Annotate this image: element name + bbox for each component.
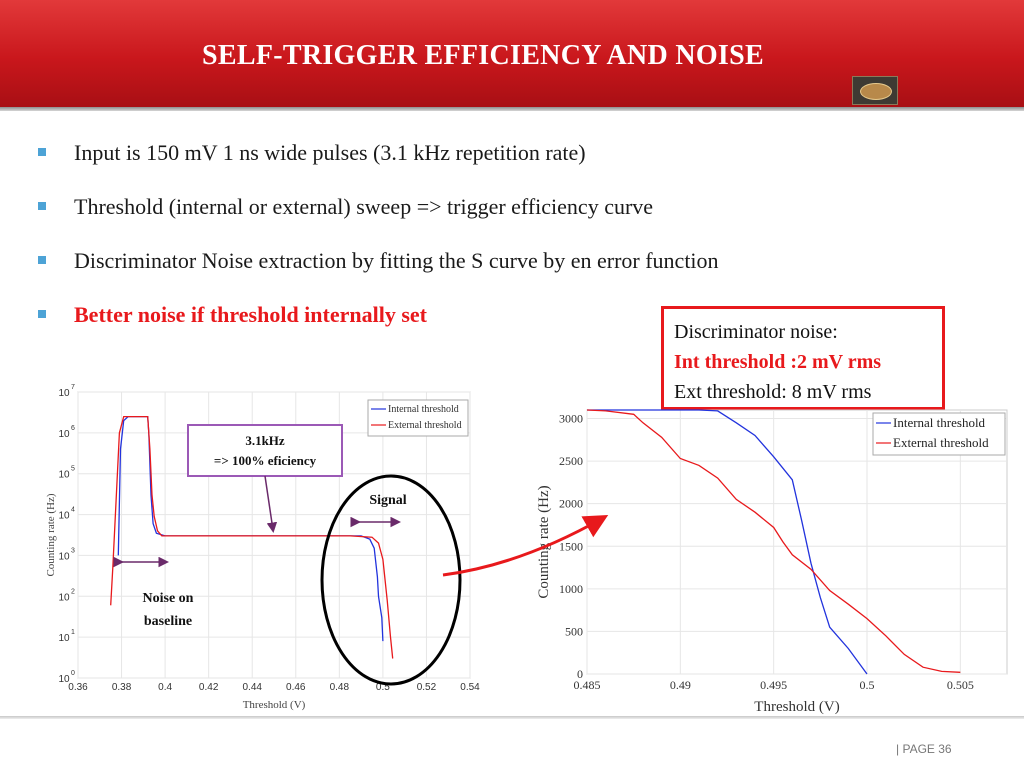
y-tick-exponent: 6 [71, 425, 75, 432]
x-tick-label: 0.36 [68, 682, 88, 693]
x-tick-label: 0.5 [376, 682, 390, 693]
x-tick-label: 0.54 [460, 682, 480, 693]
legend [367, 399, 469, 437]
y-tick-exponent: 4 [71, 507, 75, 514]
x-tick-label: 0.4 [158, 682, 172, 693]
noise-box-external: Ext threshold: 8 mV rms [674, 381, 872, 403]
bullet-text: Threshold (internal or external) sweep =… [74, 194, 654, 219]
x-axis-label: Threshold (V) [754, 699, 839, 715]
lab-logo [852, 76, 898, 105]
y-tick-label: 2500 [559, 454, 583, 468]
logo-emblem-icon [860, 83, 892, 100]
bullet-text: Discriminator Noise extraction by fittin… [74, 248, 719, 273]
y-tick-label: 500 [565, 624, 583, 638]
noise-summary-box: Discriminator noise: Int threshold :2 mV… [661, 306, 945, 410]
y-tick-label: 10 [58, 511, 70, 522]
legend-label-internal: Internal threshold [893, 415, 986, 430]
log-scale-chart: 0.36 0.38 0.4 0.42 0.44 0.46 0.48 0.5 0.52 0.54 1… [45, 384, 480, 711]
y-axis-label: Counting rate (Hz) [45, 493, 57, 576]
bullet-item: Discriminator Noise extraction by fittin… [38, 248, 719, 302]
bullet-text: Better noise if threshold internally set [74, 302, 427, 327]
y-tick-label: 10 [58, 674, 70, 685]
series-line-internal [587, 409, 868, 675]
bullet-item: Input is 150 mV 1 ns wide pulses (3.1 kH… [38, 140, 719, 194]
noise-box-line: Discriminator noise: [674, 321, 838, 343]
x-tick-label: 0.52 [417, 682, 437, 693]
y-tick-exponent: 7 [71, 384, 75, 391]
y-tick-label: 10 [58, 592, 70, 603]
bullet-square-icon [38, 256, 46, 264]
legend-label-external: External threshold [388, 420, 462, 431]
series-group [586, 409, 961, 675]
bullet-item: Threshold (internal or external) sweep =… [38, 194, 719, 248]
x-tick-label: 0.505 [947, 678, 974, 692]
noise-box-internal: Int threshold :2 mV rms [674, 351, 882, 373]
bullet-square-icon [38, 310, 46, 318]
x-axis-ticks: 0.485 0.49 0.495 0.5 0.505 [574, 678, 974, 692]
y-tick-exponent: 2 [71, 588, 75, 595]
y-tick-exponent: 5 [71, 466, 75, 473]
y-tick-label: 0 [577, 667, 583, 681]
x-tick-label: 0.5 [860, 678, 875, 692]
page-number: | PAGE 36 [896, 742, 952, 756]
y-tick-exponent: 3 [71, 547, 75, 554]
y-tick-label: 10 [58, 470, 70, 481]
bullet-square-icon [38, 202, 46, 210]
y-tick-label: 3000 [559, 412, 583, 426]
bullet-list: Input is 150 mV 1 ns wide pulses (3.1 kH… [38, 140, 719, 356]
linear-zoom-chart: 0.485 0.49 0.495 0.5 0.505 0 500 1000 1500 2000 2… [536, 409, 1008, 715]
y-tick-label: 10 [58, 551, 70, 562]
legend [872, 412, 1006, 456]
page-title: SELF-TRIGGER EFFICIENCY AND NOISE [202, 40, 764, 71]
x-tick-label: 0.44 [242, 682, 262, 693]
x-axis-label: Threshold (V) [243, 699, 306, 711]
y-tick-exponent: 0 [71, 670, 75, 677]
x-tick-label: 0.46 [286, 682, 306, 693]
grid [586, 410, 1007, 675]
x-tick-label: 0.49 [670, 678, 691, 692]
y-tick-label: 10 [58, 388, 70, 399]
y-axis-label: Counting rate (Hz) [536, 485, 552, 598]
title-bar-divider [0, 107, 1024, 111]
y-tick-label: 2000 [559, 497, 583, 511]
y-tick-label: 1000 [559, 582, 583, 596]
x-tick-label: 0.485 [574, 678, 601, 692]
y-tick-label: 10 [58, 429, 70, 440]
series-line-external [586, 409, 961, 673]
y-tick-exponent: 1 [71, 629, 75, 636]
y-tick-label: 1500 [559, 539, 583, 553]
footer-divider [0, 716, 1024, 719]
legend-label-internal: Internal threshold [388, 404, 459, 415]
bullet-square-icon [38, 148, 46, 156]
x-tick-label: 0.42 [199, 682, 219, 693]
x-tick-label: 0.48 [330, 682, 350, 693]
x-axis-ticks: 0.36 0.38 0.4 0.42 0.44 0.46 0.48 0.5 0.52 0.54 [68, 682, 480, 693]
x-tick-label: 0.495 [760, 678, 787, 692]
y-tick-label: 10 [58, 633, 70, 644]
legend-label-external: External threshold [893, 435, 989, 450]
x-tick-label: 0.38 [112, 682, 132, 693]
bullet-text: Input is 150 mV 1 ns wide pulses (3.1 kH… [74, 140, 586, 165]
bullet-item-highlight: Better noise if threshold internally set [38, 302, 719, 356]
y-axis-ticks: 0 500 1000 1500 2000 2500 3000 [559, 412, 583, 681]
